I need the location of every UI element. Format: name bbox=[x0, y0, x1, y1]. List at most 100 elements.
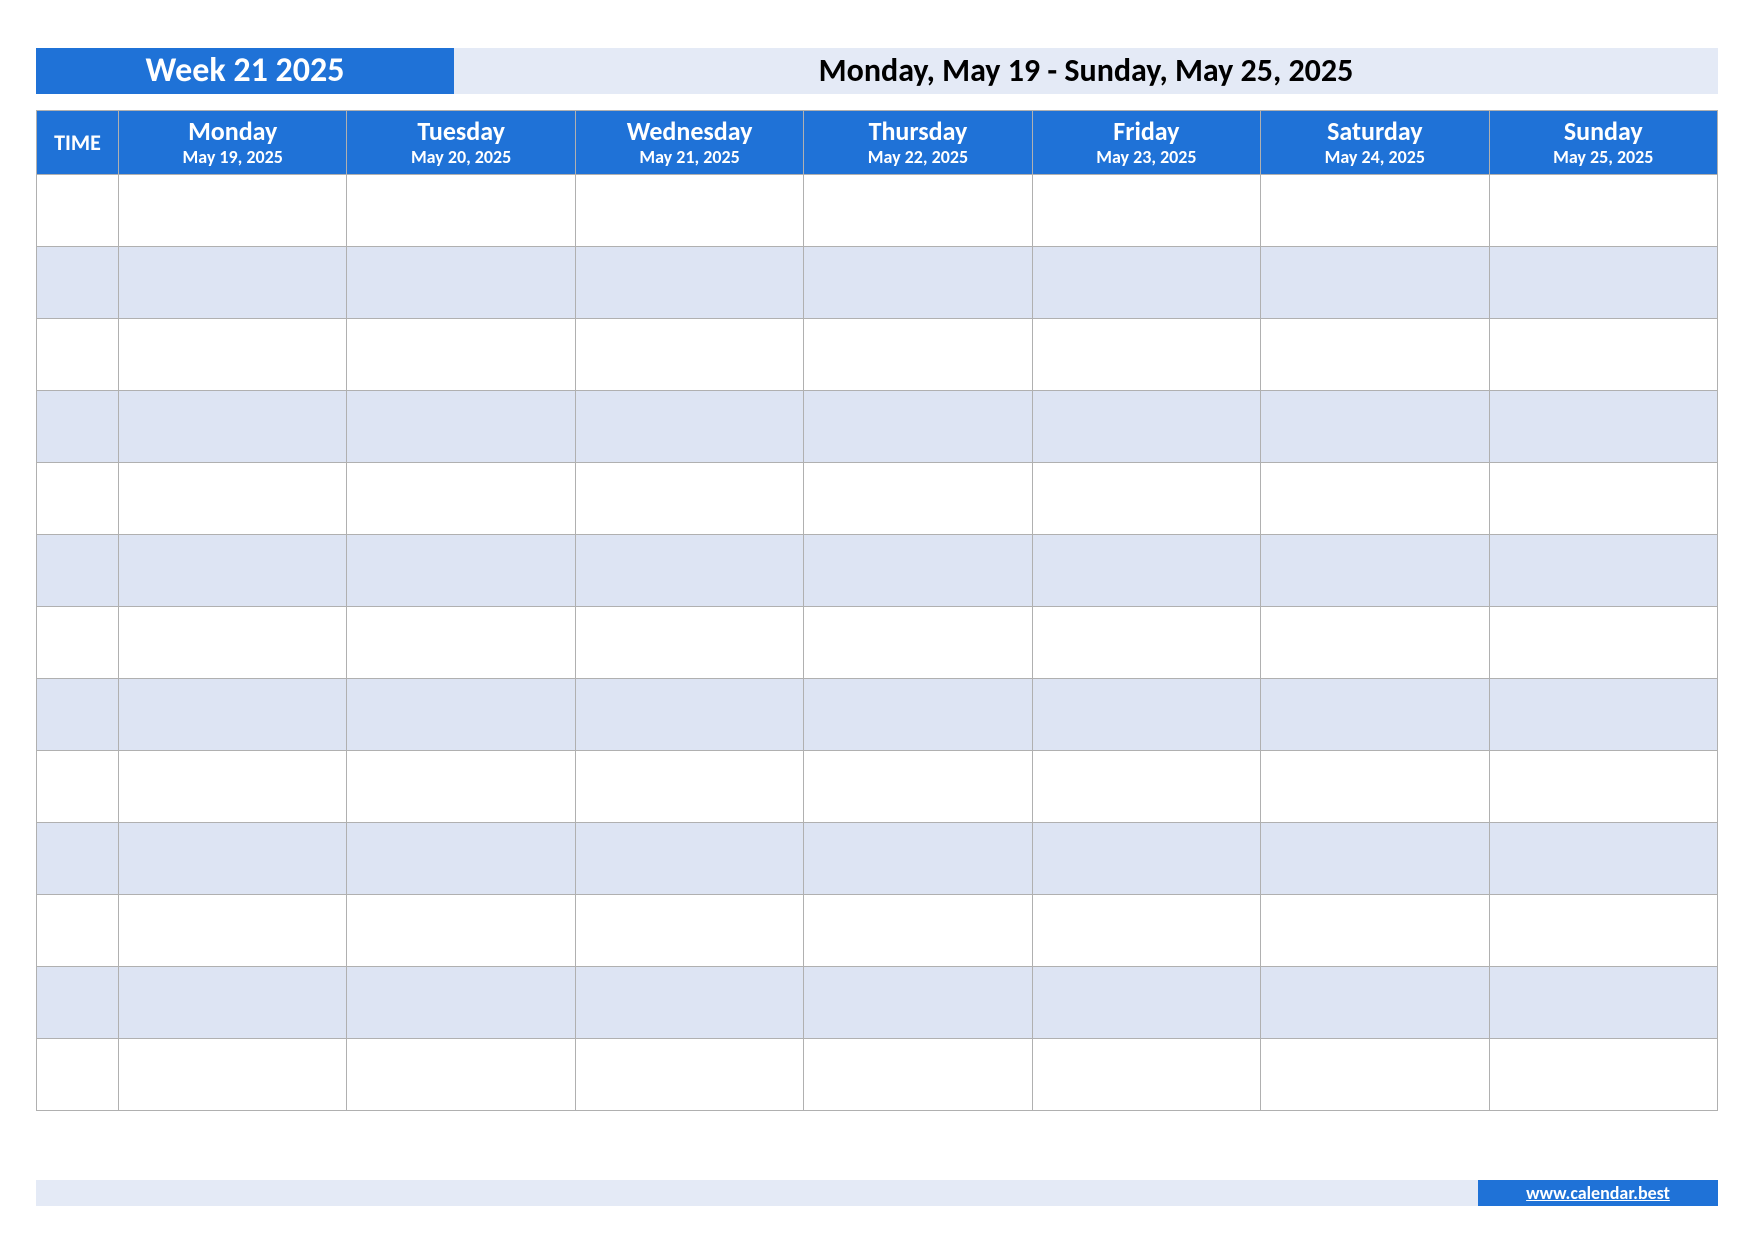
calendar-cell[interactable] bbox=[1261, 967, 1489, 1039]
calendar-cell[interactable] bbox=[347, 535, 575, 607]
calendar-cell[interactable] bbox=[347, 751, 575, 823]
calendar-cell[interactable] bbox=[804, 895, 1032, 967]
calendar-cell[interactable] bbox=[1261, 895, 1489, 967]
calendar-cell[interactable] bbox=[575, 175, 803, 247]
calendar-cell[interactable] bbox=[119, 463, 347, 535]
calendar-cell[interactable] bbox=[1032, 247, 1260, 319]
calendar-cell[interactable] bbox=[119, 679, 347, 751]
time-cell[interactable] bbox=[37, 391, 119, 463]
calendar-cell[interactable] bbox=[119, 535, 347, 607]
calendar-cell[interactable] bbox=[1489, 607, 1717, 679]
calendar-cell[interactable] bbox=[575, 463, 803, 535]
calendar-cell[interactable] bbox=[347, 967, 575, 1039]
calendar-cell[interactable] bbox=[804, 247, 1032, 319]
calendar-cell[interactable] bbox=[1489, 679, 1717, 751]
calendar-cell[interactable] bbox=[804, 175, 1032, 247]
calendar-cell[interactable] bbox=[1261, 1039, 1489, 1111]
time-cell[interactable] bbox=[37, 247, 119, 319]
calendar-cell[interactable] bbox=[804, 319, 1032, 391]
calendar-cell[interactable] bbox=[119, 895, 347, 967]
calendar-cell[interactable] bbox=[347, 607, 575, 679]
calendar-cell[interactable] bbox=[119, 751, 347, 823]
calendar-cell[interactable] bbox=[119, 175, 347, 247]
calendar-cell[interactable] bbox=[347, 463, 575, 535]
calendar-cell[interactable] bbox=[347, 391, 575, 463]
calendar-cell[interactable] bbox=[575, 391, 803, 463]
calendar-cell[interactable] bbox=[1261, 175, 1489, 247]
calendar-cell[interactable] bbox=[575, 967, 803, 1039]
time-cell[interactable] bbox=[37, 823, 119, 895]
calendar-cell[interactable] bbox=[1489, 751, 1717, 823]
calendar-cell[interactable] bbox=[119, 319, 347, 391]
calendar-cell[interactable] bbox=[119, 967, 347, 1039]
time-cell[interactable] bbox=[37, 175, 119, 247]
time-cell[interactable] bbox=[37, 967, 119, 1039]
calendar-cell[interactable] bbox=[1489, 247, 1717, 319]
calendar-cell[interactable] bbox=[347, 1039, 575, 1111]
calendar-cell[interactable] bbox=[347, 679, 575, 751]
calendar-cell[interactable] bbox=[1261, 463, 1489, 535]
calendar-cell[interactable] bbox=[1261, 679, 1489, 751]
time-cell[interactable] bbox=[37, 535, 119, 607]
calendar-cell[interactable] bbox=[804, 463, 1032, 535]
calendar-cell[interactable] bbox=[575, 751, 803, 823]
calendar-cell[interactable] bbox=[575, 319, 803, 391]
time-cell[interactable] bbox=[37, 607, 119, 679]
calendar-cell[interactable] bbox=[1261, 247, 1489, 319]
calendar-cell[interactable] bbox=[1032, 895, 1260, 967]
calendar-cell[interactable] bbox=[1261, 751, 1489, 823]
calendar-cell[interactable] bbox=[1032, 679, 1260, 751]
calendar-cell[interactable] bbox=[804, 967, 1032, 1039]
calendar-cell[interactable] bbox=[1032, 751, 1260, 823]
calendar-cell[interactable] bbox=[1032, 1039, 1260, 1111]
calendar-cell[interactable] bbox=[804, 823, 1032, 895]
calendar-cell[interactable] bbox=[347, 895, 575, 967]
calendar-cell[interactable] bbox=[1261, 607, 1489, 679]
footer-url[interactable]: www.calendar.best bbox=[1478, 1180, 1718, 1206]
calendar-cell[interactable] bbox=[1489, 895, 1717, 967]
calendar-cell[interactable] bbox=[347, 823, 575, 895]
calendar-cell[interactable] bbox=[119, 247, 347, 319]
calendar-cell[interactable] bbox=[1032, 535, 1260, 607]
calendar-cell[interactable] bbox=[1489, 175, 1717, 247]
calendar-cell[interactable] bbox=[1489, 823, 1717, 895]
calendar-cell[interactable] bbox=[119, 1039, 347, 1111]
calendar-cell[interactable] bbox=[575, 1039, 803, 1111]
time-cell[interactable] bbox=[37, 895, 119, 967]
calendar-cell[interactable] bbox=[347, 247, 575, 319]
calendar-cell[interactable] bbox=[1261, 823, 1489, 895]
calendar-cell[interactable] bbox=[804, 535, 1032, 607]
calendar-cell[interactable] bbox=[804, 607, 1032, 679]
calendar-cell[interactable] bbox=[1032, 823, 1260, 895]
calendar-cell[interactable] bbox=[1489, 1039, 1717, 1111]
calendar-cell[interactable] bbox=[347, 319, 575, 391]
time-cell[interactable] bbox=[37, 679, 119, 751]
calendar-cell[interactable] bbox=[119, 823, 347, 895]
calendar-cell[interactable] bbox=[347, 175, 575, 247]
time-cell[interactable] bbox=[37, 751, 119, 823]
calendar-cell[interactable] bbox=[119, 607, 347, 679]
calendar-cell[interactable] bbox=[1261, 391, 1489, 463]
calendar-cell[interactable] bbox=[575, 679, 803, 751]
calendar-cell[interactable] bbox=[575, 247, 803, 319]
calendar-cell[interactable] bbox=[1489, 463, 1717, 535]
time-cell[interactable] bbox=[37, 319, 119, 391]
calendar-cell[interactable] bbox=[1032, 175, 1260, 247]
calendar-cell[interactable] bbox=[804, 391, 1032, 463]
calendar-cell[interactable] bbox=[1261, 319, 1489, 391]
calendar-cell[interactable] bbox=[1032, 319, 1260, 391]
calendar-cell[interactable] bbox=[1032, 463, 1260, 535]
calendar-cell[interactable] bbox=[1032, 967, 1260, 1039]
time-cell[interactable] bbox=[37, 1039, 119, 1111]
calendar-cell[interactable] bbox=[1032, 607, 1260, 679]
time-cell[interactable] bbox=[37, 463, 119, 535]
calendar-cell[interactable] bbox=[804, 679, 1032, 751]
calendar-cell[interactable] bbox=[1489, 535, 1717, 607]
calendar-cell[interactable] bbox=[1489, 319, 1717, 391]
calendar-cell[interactable] bbox=[575, 607, 803, 679]
calendar-cell[interactable] bbox=[575, 895, 803, 967]
calendar-cell[interactable] bbox=[1489, 967, 1717, 1039]
calendar-cell[interactable] bbox=[1261, 535, 1489, 607]
calendar-cell[interactable] bbox=[575, 535, 803, 607]
calendar-cell[interactable] bbox=[1032, 391, 1260, 463]
